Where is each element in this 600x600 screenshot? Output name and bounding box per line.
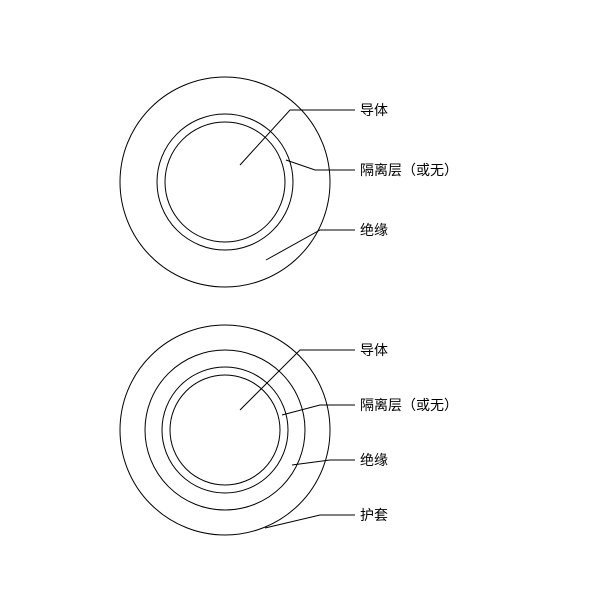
label-2: 绝缘 bbox=[360, 453, 388, 469]
label-0: 导体 bbox=[360, 343, 388, 359]
cable-cross-section-diagram: 导体隔离层（或无）绝缘导体隔离层（或无）绝缘护套 bbox=[0, 0, 600, 600]
background bbox=[0, 0, 600, 600]
label-3: 护套 bbox=[360, 508, 388, 524]
label-1: 隔离层（或无） bbox=[360, 162, 458, 179]
label-2: 绝缘 bbox=[360, 223, 388, 239]
label-0: 导体 bbox=[360, 103, 388, 119]
label-1: 隔离层（或无） bbox=[360, 397, 458, 414]
